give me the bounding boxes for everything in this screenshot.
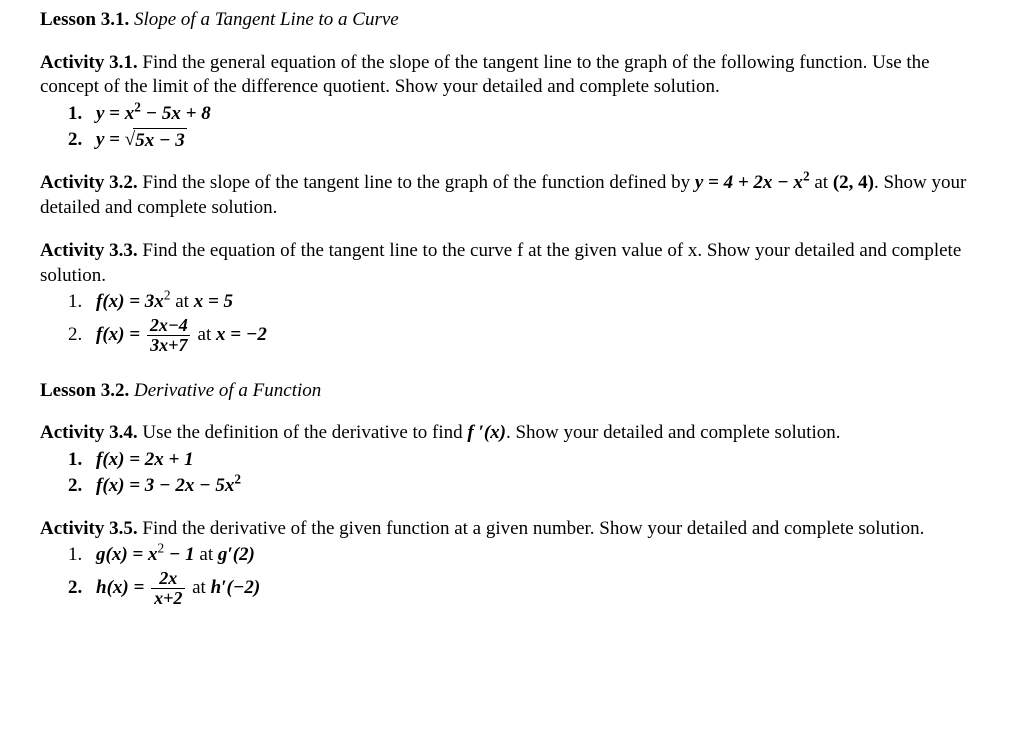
activity-3-5-label: Activity 3.5. <box>40 518 138 539</box>
activity-3-3-label: Activity 3.3. <box>40 240 138 261</box>
item-number: 1. <box>68 448 86 473</box>
activity-3-1-text: Find the general equation of the slope o… <box>40 52 930 98</box>
point: (2, 4) <box>833 172 874 193</box>
equation: y = x2 − 5x + 8 <box>96 102 211 127</box>
equation: f(x) = 2x−43x+7 at x = −2 <box>96 316 267 355</box>
activity-3-4-text-a: Use the definition of the derivative to … <box>142 422 467 443</box>
item-number: 1. <box>68 290 86 315</box>
lesson-3-2-title: Lesson 3.2. Derivative of a Function <box>40 379 990 404</box>
item-number: 2. <box>68 323 86 348</box>
f-prime: f ′(x) <box>467 422 506 443</box>
activity-3-5-item-2: 2. h(x) = 2xx+2 at h′(−2) <box>68 569 990 608</box>
activity-3-5-text: Find the derivative of the given functio… <box>142 518 924 539</box>
item-number: 2. <box>68 128 86 153</box>
activity-3-5-item-1: 1. g(x) = x2 − 1 at g′(2) <box>68 543 990 568</box>
lesson-3-2-name: Derivative of a Function <box>134 380 321 401</box>
equation: f(x) = 3 − 2x − 5x2 <box>96 474 241 499</box>
activity-3-1-item-2: 2. y = √5x − 3 <box>68 128 990 154</box>
activity-3-1: Activity 3.1. Find the general equation … <box>40 51 990 154</box>
lesson-3-1-name: Slope of a Tangent Line to a Curve <box>134 9 399 30</box>
item-number: 1. <box>68 102 86 127</box>
activity-3-2-text-a: Find the slope of the tangent line to th… <box>142 172 694 193</box>
activity-3-5-items: 1. g(x) = x2 − 1 at g′(2) 2. h(x) = 2xx+… <box>68 543 990 608</box>
equation: f(x) = 3x2 at x = 5 <box>96 290 233 315</box>
activity-3-3-text: Find the equation of the tangent line to… <box>40 240 961 286</box>
lesson-3-1-title: Lesson 3.1. Slope of a Tangent Line to a… <box>40 8 990 33</box>
lesson-3-1-label: Lesson 3.1. <box>40 9 129 30</box>
activity-3-5: Activity 3.5. Find the derivative of the… <box>40 517 990 608</box>
item-number: 2. <box>68 474 86 499</box>
equation: f(x) = 2x + 1 <box>96 448 194 473</box>
activity-3-2: Activity 3.2. Find the slope of the tang… <box>40 171 990 220</box>
activity-3-3-item-1: 1. f(x) = 3x2 at x = 5 <box>68 290 990 315</box>
activity-3-4-item-1: 1. f(x) = 2x + 1 <box>68 448 990 473</box>
equation: g(x) = x2 − 1 at g′(2) <box>96 543 255 568</box>
equation: h(x) = 2xx+2 at h′(−2) <box>96 569 260 608</box>
activity-3-4: Activity 3.4. Use the definition of the … <box>40 421 990 498</box>
activity-3-2-label: Activity 3.2. <box>40 172 138 193</box>
activity-3-3-items: 1. f(x) = 3x2 at x = 5 2. f(x) = 2x−43x+… <box>68 290 990 355</box>
equation: y = 4 + 2x − x2 <box>695 172 810 193</box>
item-number: 2. <box>68 576 86 601</box>
activity-3-4-label: Activity 3.4. <box>40 422 138 443</box>
item-number: 1. <box>68 543 86 568</box>
activity-3-1-label: Activity 3.1. <box>40 52 138 73</box>
fraction: 2x−43x+7 <box>147 316 191 355</box>
activity-3-4-items: 1. f(x) = 2x + 1 2. f(x) = 3 − 2x − 5x2 <box>68 448 990 498</box>
activity-3-3: Activity 3.3. Find the equation of the t… <box>40 239 990 355</box>
fraction: 2xx+2 <box>151 569 185 608</box>
activity-3-4-item-2: 2. f(x) = 3 − 2x − 5x2 <box>68 474 990 499</box>
lesson-3-2-label: Lesson 3.2. <box>40 380 129 401</box>
activity-3-1-item-1: 1. y = x2 − 5x + 8 <box>68 102 990 127</box>
equation: y = √5x − 3 <box>96 128 187 154</box>
activity-3-4-text-b: . Show your detailed and complete soluti… <box>506 422 841 443</box>
activity-3-1-items: 1. y = x2 − 5x + 8 2. y = √5x − 3 <box>68 102 990 153</box>
activity-3-3-item-2: 2. f(x) = 2x−43x+7 at x = −2 <box>68 316 990 355</box>
sqrt-icon: √5x − 3 <box>125 128 187 154</box>
activity-3-2-text-b: at <box>810 172 833 193</box>
